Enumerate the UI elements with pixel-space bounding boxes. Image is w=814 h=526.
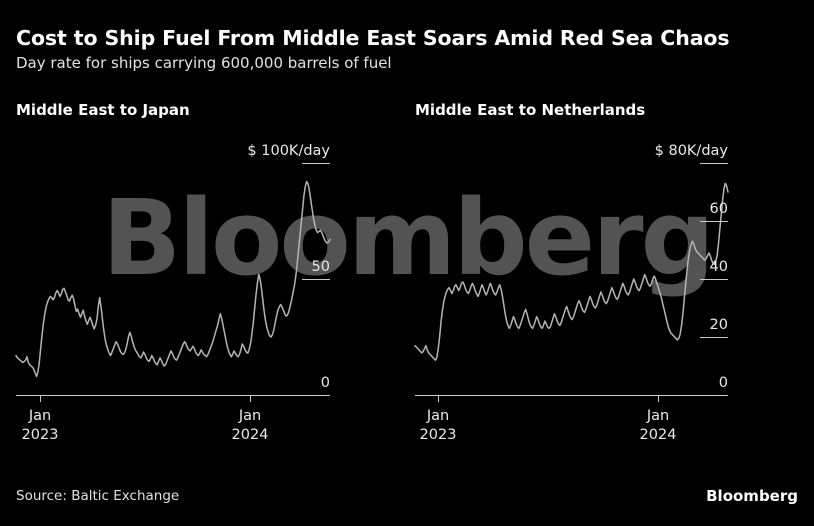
bloomberg-logo: Bloomberg [706, 487, 798, 505]
page-subtitle: Day rate for ships carrying 600,000 barr… [16, 54, 392, 72]
line-chart-netherlands [414, 182, 729, 361]
y-tick-rule-80 [700, 163, 728, 164]
x-label-japan-jan2024: Jan 2024 [231, 408, 269, 443]
x-tick-netherlands-jan2024 [658, 396, 659, 402]
y-tick-label-middle-east-to-netherlands-20: 20 [709, 317, 728, 333]
plot-area-netherlands [414, 130, 729, 396]
panel-title-netherlands: Middle East to Netherlands [415, 101, 646, 119]
series-line-netherlands [414, 182, 729, 361]
x-axis-line-japan [16, 395, 330, 396]
x-tick-japan-jan2024 [250, 396, 251, 402]
y-tick-label-middle-east-to-japan-0: 0 [320, 375, 330, 391]
y-tick-label-middle-east-to-netherlands-40: 40 [709, 259, 728, 275]
x-tick-netherlands-jan2023 [438, 396, 439, 402]
page-title: Cost to Ship Fuel From Middle East Soars… [16, 26, 730, 50]
x-label-japan-jan2023: Jan 2023 [21, 408, 59, 443]
series-line-japan [15, 180, 331, 378]
line-chart-japan [15, 180, 331, 378]
x-tick-japan-jan2023 [40, 396, 41, 402]
y-tick-label-middle-east-to-japan-100: $ 100K/day [247, 143, 330, 159]
y-tick-rule-100 [302, 163, 330, 164]
plot-area-japan [15, 130, 331, 396]
y-tick-rule-40 [700, 279, 728, 280]
y-tick-label-middle-east-to-netherlands-60: 60 [709, 201, 728, 217]
y-tick-rule-20 [700, 337, 728, 338]
y-tick-rule-50 [302, 279, 330, 280]
x-label-netherlands-jan2023: Jan 2023 [419, 408, 457, 443]
y-tick-label-middle-east-to-netherlands-80: $ 80K/day [654, 143, 728, 159]
y-tick-rule-60 [700, 221, 728, 222]
y-tick-label-middle-east-to-japan-50: 50 [311, 259, 330, 275]
y-tick-label-middle-east-to-netherlands-0: 0 [718, 375, 728, 391]
x-axis-line-netherlands [415, 395, 728, 396]
x-label-netherlands-jan2024: Jan 2024 [639, 408, 677, 443]
panel-title-japan: Middle East to Japan [16, 101, 190, 119]
source-note: Source: Baltic Exchange [16, 488, 180, 504]
